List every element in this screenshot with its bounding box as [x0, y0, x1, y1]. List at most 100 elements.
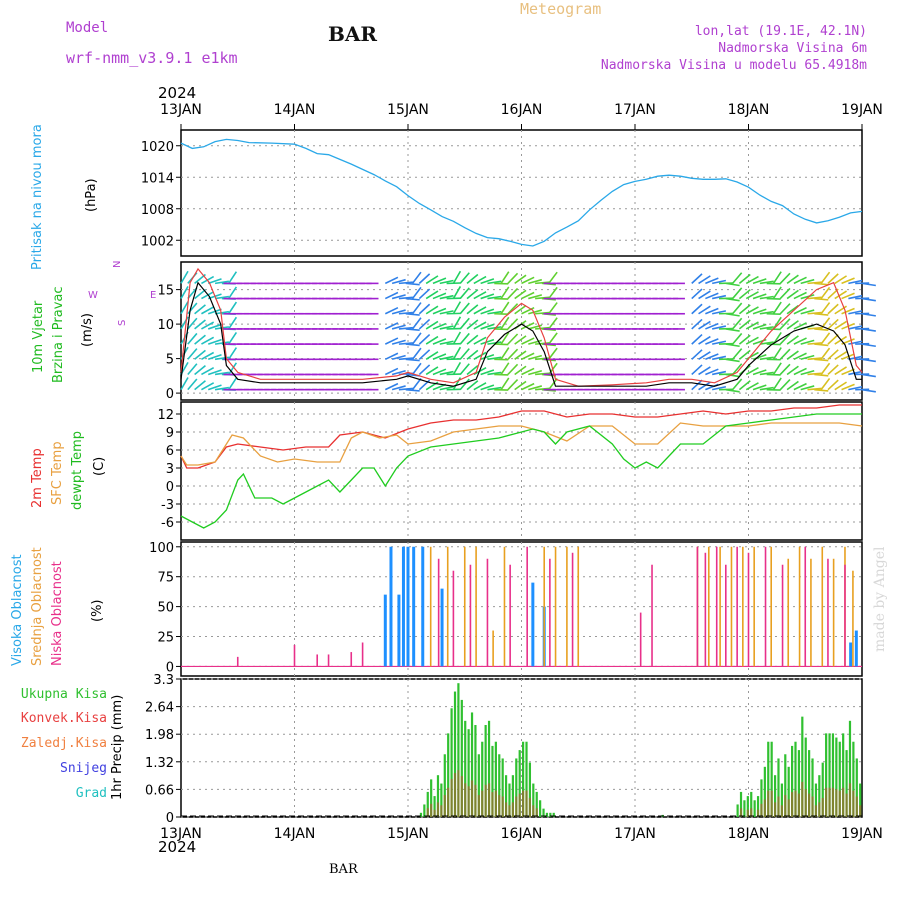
precip-bar: [780, 783, 783, 817]
wind-arrow: [759, 371, 774, 376]
wind-arrow: [452, 377, 462, 391]
precip-bar: [797, 750, 801, 817]
wind-arrow: [745, 275, 759, 285]
wind-arrow: [691, 334, 703, 345]
wind-arrow: [528, 339, 543, 345]
precip-bar: [433, 796, 436, 817]
precip-bar: [818, 775, 821, 817]
compass-n: N: [112, 261, 123, 268]
wind-arrow: [418, 364, 431, 376]
wind-arrow: [691, 303, 703, 315]
x-tick-label-top: 19JAN: [841, 102, 883, 118]
wind-arrow: [214, 341, 230, 345]
precip-bar: [756, 796, 760, 817]
wind-arrow: [214, 295, 230, 300]
wind-arrow: [731, 332, 743, 345]
convective-bar: [453, 773, 457, 817]
wind-arrow: [500, 301, 510, 315]
convective-bar: [828, 787, 831, 817]
wind-arrow: [432, 338, 447, 345]
wind-arrow: [738, 273, 751, 285]
wind-arrow: [473, 291, 487, 300]
precip-bar: [790, 745, 794, 817]
wind-arrow: [201, 351, 215, 360]
precip-bar: [552, 812, 555, 817]
wind-arrow: [425, 305, 439, 315]
wind-arrow: [705, 292, 719, 300]
y-tick-label: 1014: [141, 171, 174, 186]
x-tick-label-top: 13JAN: [160, 102, 202, 118]
wind-arrow: [432, 368, 447, 376]
precip-bar: [440, 783, 443, 817]
wind-arrow: [194, 289, 206, 300]
wind-arrow: [228, 271, 238, 284]
wind-arrow: [705, 353, 719, 361]
convective-bar: [760, 803, 763, 817]
convective-bar: [525, 790, 528, 817]
wind-arrow: [841, 292, 855, 300]
wind-arrow: [425, 366, 439, 376]
convective-bar: [852, 790, 855, 817]
dewpoint-line: [180, 413, 862, 529]
wind-arrow: [528, 309, 543, 315]
wind-arrow: [500, 316, 510, 330]
wind-arrow: [752, 278, 767, 285]
wind-arrow: [698, 351, 711, 360]
wind-arrow: [514, 380, 527, 391]
wind-arrow: [827, 334, 839, 345]
y-tick-label: 5: [166, 353, 174, 368]
wind-arrow: [459, 348, 470, 360]
pressure-line: [180, 138, 863, 247]
precip-bar: [460, 699, 463, 817]
wind-arrow: [194, 380, 206, 391]
precip-bar: [419, 812, 423, 817]
convective-bar: [518, 793, 521, 817]
convective-bar: [750, 808, 753, 817]
precip-bar: [848, 720, 852, 817]
wind-arrow: [779, 272, 791, 284]
wind-arrow: [528, 294, 543, 300]
convective-bar: [746, 809, 749, 817]
wind-arrow: [228, 286, 238, 300]
wind-arrow: [745, 306, 759, 315]
precip-bar: [525, 741, 528, 817]
wind-arrow: [745, 291, 759, 300]
precip-bar: [498, 754, 501, 817]
wind-arrow: [861, 282, 876, 287]
precip-bar: [828, 733, 831, 817]
wind-arrow: [820, 362, 831, 375]
wind-arrow: [384, 367, 399, 376]
model-elevation: Nadmorska Visina u modelu 65.4918m: [600, 58, 867, 73]
wind-arrow: [194, 364, 206, 376]
wind-arrow: [487, 280, 502, 285]
legend-total: Ukupna Kisa: [20, 687, 107, 702]
wind-arrow: [384, 276, 399, 285]
precip-bar: [464, 720, 467, 817]
wind-arrow: [814, 282, 829, 286]
wind-arrow: [793, 382, 807, 391]
convective-bar: [498, 795, 501, 817]
y-tick-label: 1.98: [145, 728, 174, 743]
wind-arrow: [814, 343, 829, 347]
wind-arrow: [411, 347, 422, 360]
elevation: Nadmorska Visina 6m: [718, 41, 867, 56]
wind-arrow: [459, 317, 470, 330]
wind-arrow: [180, 301, 189, 315]
wind-arrow: [459, 378, 470, 391]
wind-arrow: [452, 286, 462, 299]
wind-arrow: [712, 355, 727, 361]
convective-bar: [464, 783, 467, 817]
wind-arrow: [848, 370, 863, 376]
precip-bar: [518, 750, 521, 817]
wind-arrow: [712, 310, 727, 315]
wind-arrow: [418, 303, 431, 315]
wind-arrow: [752, 308, 767, 315]
precip-bar: [453, 691, 457, 817]
wind-arrow: [459, 272, 470, 284]
wind-arrow: [691, 349, 703, 360]
y-tick-label: 0.66: [145, 783, 174, 798]
convective-bar: [842, 787, 845, 817]
precip-bar: [808, 750, 811, 817]
convective-bar: [763, 799, 766, 817]
convective-bar: [447, 787, 450, 817]
